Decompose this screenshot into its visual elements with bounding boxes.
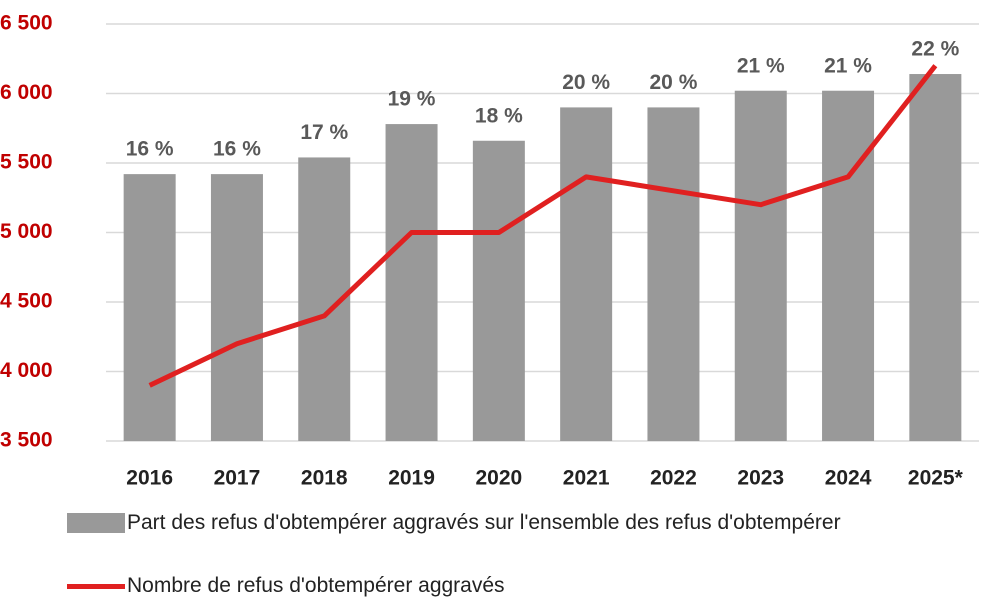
- line: [148, 64, 938, 388]
- data-label: 22 %: [911, 38, 959, 61]
- bar: [560, 107, 613, 442]
- x-tick-label: 2024: [825, 467, 872, 490]
- y-tick-label: 4 000: [0, 359, 53, 382]
- x-tick-label: 2022: [650, 467, 697, 490]
- y-tick-label: 3 500: [0, 429, 53, 452]
- chart: 3 500 4 000 4 500 5 000 5 500 6 000 6 500 2016 2…: [0, 12, 979, 490]
- data-label: 21 %: [824, 54, 872, 77]
- x-tick-label: 2019: [388, 467, 435, 490]
- bar: [123, 174, 176, 441]
- bar: [385, 124, 438, 441]
- data-label: 17 %: [300, 121, 348, 144]
- x-tick-label: 2025*: [908, 467, 964, 490]
- y-tick-label: 6 500: [0, 12, 53, 35]
- y-tick-label: 6 000: [0, 81, 53, 104]
- data-label: 16 %: [213, 138, 261, 161]
- bar: [647, 107, 700, 442]
- bar: [822, 90, 875, 441]
- legend-label: Part des refus d'obtempérer aggravés sur…: [127, 511, 841, 534]
- x-tick-label: 2020: [475, 467, 522, 490]
- y-tick-label: 5 000: [0, 220, 53, 243]
- data-label: 16 %: [126, 138, 174, 161]
- x-tick-label: 2023: [737, 467, 784, 490]
- x-tick-label: 2016: [126, 467, 173, 490]
- data-label: 19 %: [388, 88, 436, 111]
- data-label: 18 %: [475, 104, 523, 127]
- data-label: 20 %: [650, 71, 698, 94]
- bar: [472, 140, 525, 441]
- bar: [210, 174, 263, 441]
- legend-swatch: [67, 584, 125, 589]
- y-tick-label: 4 500: [0, 290, 53, 313]
- x-tick-label: 2018: [301, 467, 348, 490]
- legend-swatch: [67, 513, 125, 533]
- x-tick-label: 2021: [563, 467, 610, 490]
- x-tick-label: 2017: [214, 467, 261, 490]
- y-tick-label: 5 500: [0, 151, 53, 174]
- bar: [909, 74, 962, 441]
- data-label: 20 %: [562, 71, 610, 94]
- bar: [734, 90, 787, 441]
- data-label: 21 %: [737, 54, 785, 77]
- legend-label: Nombre de refus d'obtempérer aggravés: [127, 574, 505, 597]
